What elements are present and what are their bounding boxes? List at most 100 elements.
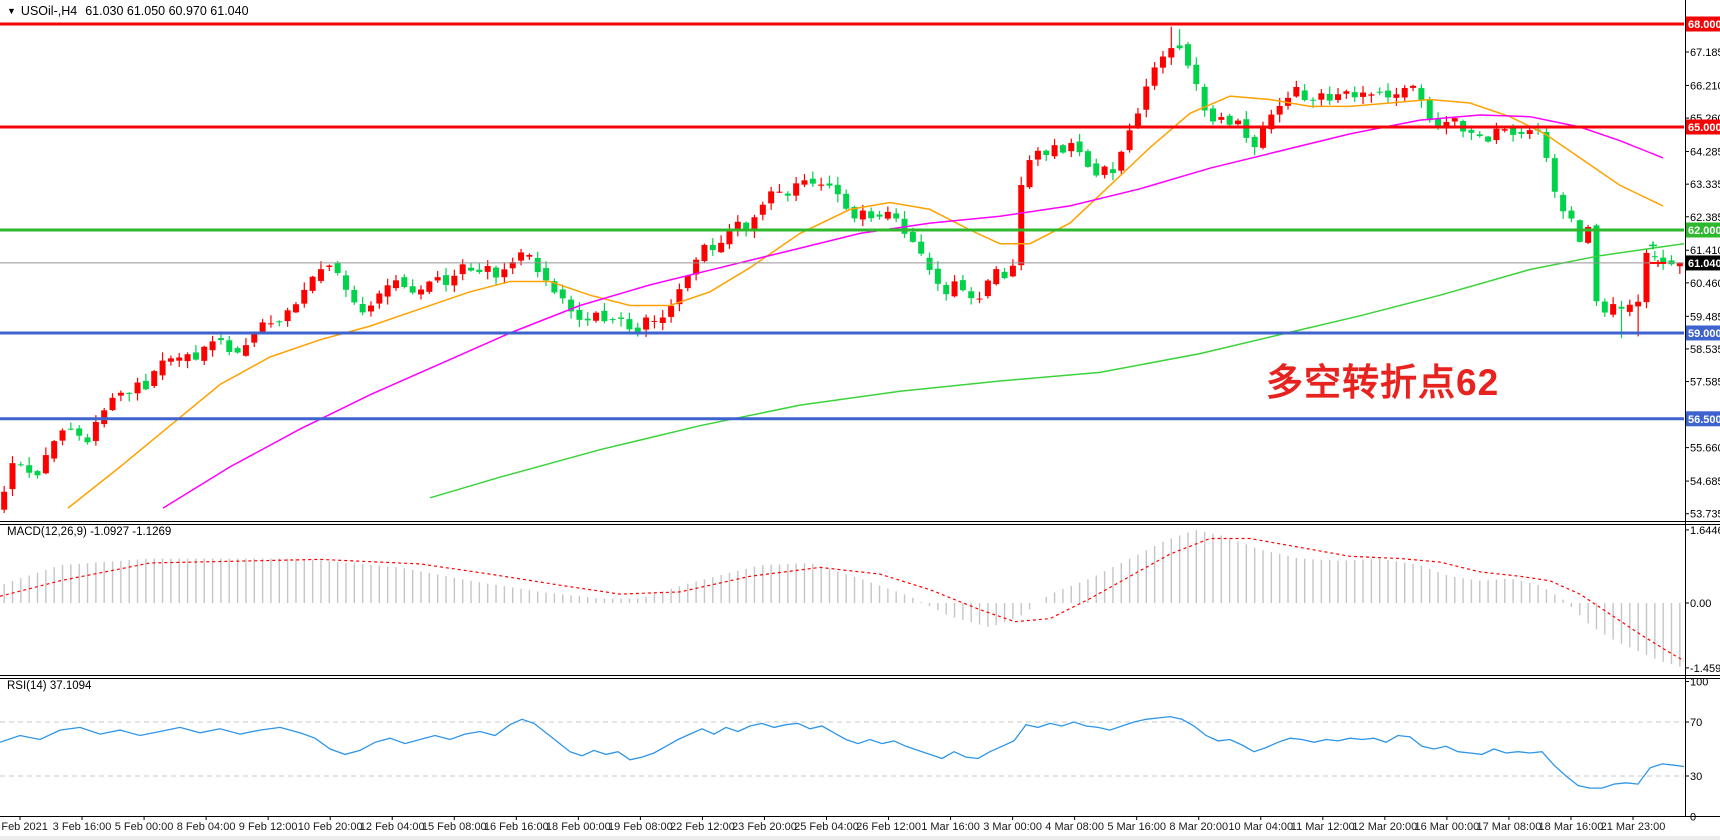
macd-axis-label: 0.00 xyxy=(1690,598,1711,610)
candle-body xyxy=(818,184,825,186)
candle-body xyxy=(434,277,441,281)
candle-body xyxy=(126,392,133,394)
time-label: 19 Feb 08:00 xyxy=(608,821,673,833)
candle-body xyxy=(509,262,516,269)
macd-label: MACD(12,26,9) -1.0927 -1.1269 xyxy=(7,526,171,538)
candle-body xyxy=(718,242,725,253)
candle-body xyxy=(1485,136,1492,142)
candle-body xyxy=(959,280,966,291)
candle-body xyxy=(101,410,108,425)
candle-body xyxy=(134,382,141,394)
main-chart-panel[interactable] xyxy=(1,26,1684,514)
candle-body xyxy=(1393,94,1400,98)
candle-body xyxy=(376,293,383,304)
candle-body xyxy=(309,276,316,291)
candle-body xyxy=(676,289,683,305)
time-label: 5 Feb 00:00 xyxy=(115,821,174,833)
candle-body xyxy=(876,214,883,217)
time-label: 25 Feb 04:00 xyxy=(794,821,859,833)
candle-body xyxy=(76,428,83,436)
price-tick-label: 64.285 xyxy=(1690,147,1720,159)
candle-body xyxy=(1151,67,1158,86)
candle-body xyxy=(1051,145,1058,157)
price-badge xyxy=(1686,222,1720,238)
candle-body xyxy=(1001,271,1008,279)
rsi-panel[interactable] xyxy=(0,715,1684,789)
candle-body xyxy=(1510,125,1517,135)
candle-body xyxy=(1268,114,1275,130)
time-label: 4 Mar 08:00 xyxy=(1045,821,1104,833)
price-tick-label: 61.410 xyxy=(1690,245,1720,257)
candle-body xyxy=(1335,94,1342,100)
macd-axis-label: 1.6446 xyxy=(1690,525,1720,537)
rsi-axis-label: 100 xyxy=(1690,677,1708,689)
candle-body xyxy=(551,281,558,293)
price-tick-label: 57.585 xyxy=(1690,377,1720,389)
candle-body xyxy=(934,268,941,284)
candle-body xyxy=(1343,91,1350,94)
symbol-dropdown-icon[interactable]: ▼ xyxy=(7,6,16,16)
candle-body xyxy=(726,230,733,245)
time-label: 17 Mar 08:00 xyxy=(1477,821,1542,833)
candle-body xyxy=(251,332,258,343)
candle-body xyxy=(176,357,183,361)
macd-panel[interactable] xyxy=(0,530,1684,667)
candle-body xyxy=(1226,115,1233,125)
candle-body xyxy=(234,348,241,353)
candle-body xyxy=(17,464,24,466)
symbol-timeframe-label: USOil-,H4 xyxy=(20,4,78,18)
candle-body xyxy=(1159,56,1166,68)
candle-body xyxy=(1443,121,1450,127)
time-label: 11 Mar 12:00 xyxy=(1291,821,1355,833)
candle-body xyxy=(1318,93,1325,100)
price-badge-label: 61.040 xyxy=(1688,258,1720,270)
candle-body xyxy=(1084,151,1091,167)
candle-body xyxy=(476,269,483,273)
candle-body xyxy=(784,193,791,196)
candle-body xyxy=(1360,92,1367,97)
candle-body xyxy=(618,317,625,319)
time-label: 10 Feb 20:00 xyxy=(298,821,363,833)
candle-body xyxy=(1668,260,1675,265)
candle-body xyxy=(609,319,616,321)
candle-body xyxy=(701,244,708,262)
candle-body xyxy=(643,317,650,330)
candle-body xyxy=(1351,92,1358,98)
rsi-axis-label: 70 xyxy=(1690,717,1702,729)
time-label: 26 Feb 12:00 xyxy=(856,821,921,833)
price-badge xyxy=(1686,119,1720,135)
time-label: 9 Feb 12:00 xyxy=(239,821,298,833)
candle-body xyxy=(751,217,758,232)
candle-body xyxy=(1059,145,1066,153)
candle-body xyxy=(59,430,66,441)
candle-body xyxy=(843,193,850,209)
candle-body xyxy=(1018,185,1025,266)
candle-body xyxy=(593,312,600,321)
candle-body xyxy=(1385,90,1392,98)
annotation-text[interactable]: 多空转折点62 xyxy=(1266,362,1500,403)
candle-body xyxy=(559,289,566,299)
candle-body xyxy=(1201,86,1208,111)
candle-body xyxy=(493,267,500,278)
candle-body xyxy=(1043,150,1050,156)
candle-body xyxy=(92,421,99,441)
time-label: 16 Mar 00:00 xyxy=(1414,821,1479,833)
candle-body xyxy=(209,341,216,351)
candle-body xyxy=(1076,141,1083,153)
chart-header: ▼ USOil-,H4 61.030 61.050 60.970 61.040 xyxy=(7,4,249,18)
price-tick-label: 58.535 xyxy=(1690,344,1720,356)
ma-fast-line xyxy=(67,95,1664,509)
candle-body xyxy=(543,268,550,281)
ohlc-values: 61.030 61.050 60.970 61.040 xyxy=(85,4,249,18)
candle-body xyxy=(301,289,308,304)
candle-body xyxy=(584,318,591,321)
candle-body xyxy=(451,275,458,286)
candle-body xyxy=(1543,131,1550,158)
candle-body xyxy=(668,305,675,317)
rsi-axis-label: 30 xyxy=(1690,771,1702,783)
candle-body xyxy=(1068,143,1075,152)
time-label: 3 Mar 00:00 xyxy=(983,821,1042,833)
candle-body xyxy=(884,211,891,219)
